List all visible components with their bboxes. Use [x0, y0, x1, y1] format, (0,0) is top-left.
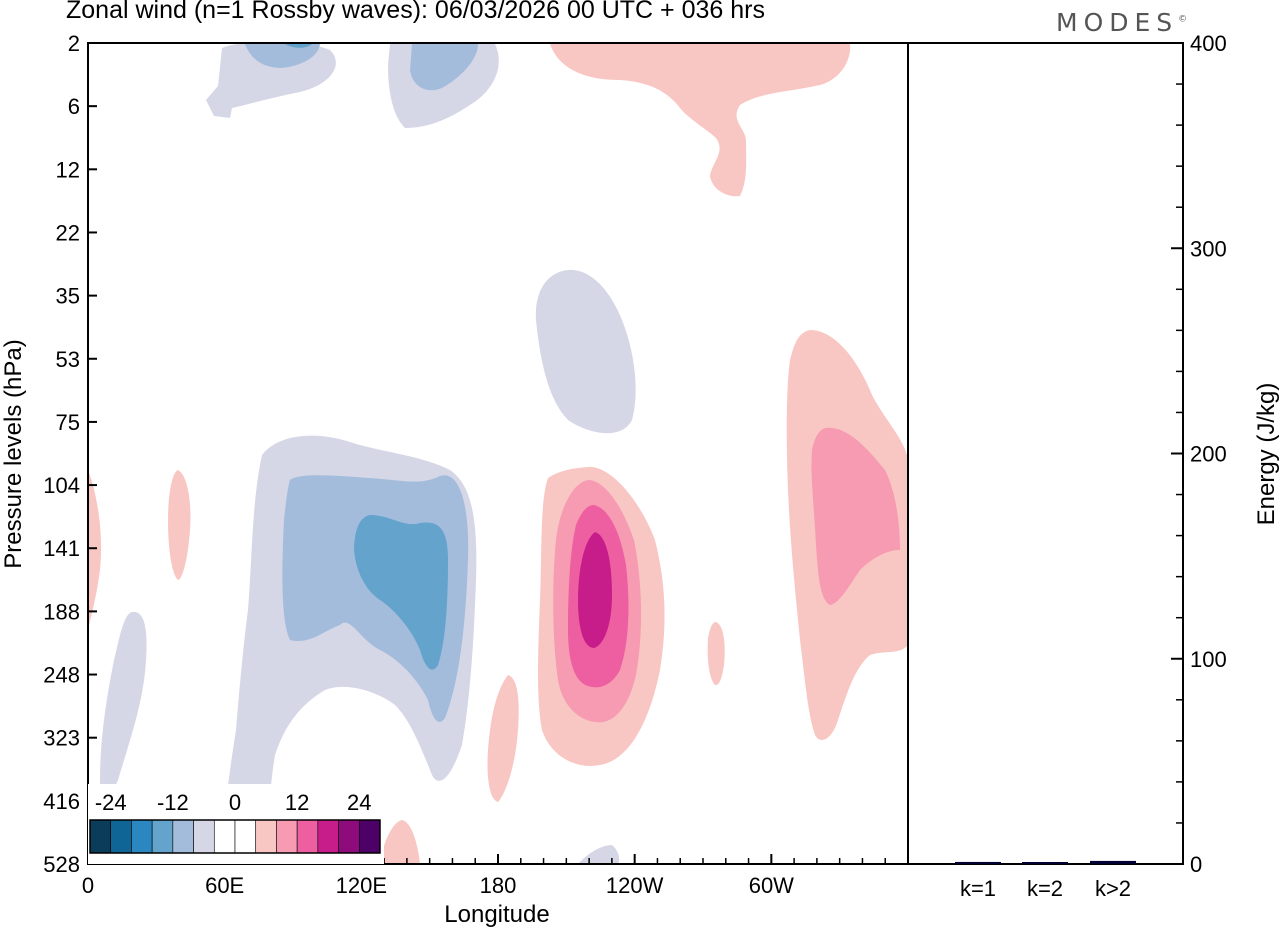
pressure-tick-label: 75 — [56, 410, 80, 435]
contour-negative-bottom — [578, 845, 620, 864]
pressure-tick-label: 6 — [68, 94, 80, 119]
longitude-tick-label: 180 — [480, 873, 517, 898]
pressure-tick-label: 323 — [43, 726, 80, 751]
colorbar-cell — [296, 819, 319, 854]
colorbar-cell — [193, 819, 215, 854]
colorbar-cell — [234, 819, 257, 854]
pressure-tick-label: 22 — [56, 220, 80, 245]
longitude-tick-label: 120W — [606, 873, 664, 898]
contour-field — [88, 43, 908, 864]
energy-axis-title: Energy (J/kg) — [1253, 383, 1280, 526]
colorbar-cell — [255, 819, 277, 854]
longitude-tick-label: 60E — [205, 873, 244, 898]
colorbar-cell — [338, 819, 360, 854]
brand-text: MODES — [1056, 8, 1179, 37]
colorbar-cell — [358, 819, 381, 854]
energy-bars — [955, 860, 1136, 864]
colorbar-ticks: -24 -12 0 12 24 — [95, 790, 372, 815]
colorbar-cell — [131, 819, 153, 854]
pressure-tick-label: 248 — [43, 663, 80, 688]
contour-negative-mid — [535, 269, 636, 434]
contour-positive-bottom — [380, 820, 420, 864]
energy-bar — [955, 861, 1001, 864]
pressure-tick-label: 141 — [43, 536, 80, 561]
contour-positive-right-inner — [811, 427, 900, 605]
colorbar-cell — [276, 819, 298, 854]
colorbar-tick-label: 24 — [347, 790, 371, 815]
wavenumber-label: k>2 — [1095, 876, 1131, 901]
x-axis-title: Longitude — [444, 901, 549, 928]
wavenumber-label: k=1 — [960, 876, 996, 901]
contour-negative-top-left-core — [285, 44, 312, 48]
longitude-tick-label: 0 — [82, 873, 94, 898]
pressure-tick-label: 104 — [43, 473, 80, 498]
modes-logo: MODES© — [1056, 8, 1187, 37]
pressure-axis: 2 6 12 22 35 53 75 104 141 188 248 323 416 528 — [43, 31, 97, 877]
longitude-axis: 0 60E 120E 180 120W 60W — [82, 854, 909, 898]
wavenumber-axis: k=1 k=2 k>2 — [960, 876, 1131, 901]
pressure-tick-label: 53 — [56, 347, 80, 372]
pressure-tick-label: 528 — [43, 852, 80, 877]
contour-negative-main-core — [354, 515, 448, 670]
colorbar-cell — [89, 819, 112, 854]
energy-bar — [1090, 860, 1136, 864]
pressure-tick-label: 2 — [68, 31, 80, 56]
pressure-tick-label: 35 — [56, 284, 80, 309]
brand-copyright-mark: © — [1178, 14, 1188, 25]
colorbar: -24 -12 0 12 24 — [88, 784, 384, 864]
colorbar-cell — [317, 819, 339, 854]
energy-axis: 0 100 200 300 400 — [1171, 31, 1227, 877]
contour-positive-small-60w — [707, 622, 725, 686]
contour-positive-main-core — [578, 532, 612, 648]
energy-bar — [1022, 862, 1068, 864]
contour-positive-small-40e — [168, 470, 191, 580]
y-axis-title: Pressure levels (hPa) — [0, 339, 27, 568]
colorbar-tick-label: -24 — [95, 790, 127, 815]
colorbar-tick-label: -12 — [157, 790, 189, 815]
colorbar-cell — [213, 819, 236, 854]
energy-tick-label: 0 — [1190, 852, 1202, 877]
colorbar-tick-label: 0 — [229, 790, 241, 815]
energy-panel-frame — [907, 42, 1184, 865]
energy-tick-label: 300 — [1190, 236, 1227, 261]
pressure-tick-label: 12 — [56, 157, 80, 182]
contour-negative-top-left-inner — [245, 44, 320, 68]
pressure-tick-label: 188 — [43, 599, 80, 624]
pressure-tick-label: 416 — [43, 789, 80, 814]
longitude-tick-label: 60W — [749, 873, 794, 898]
contour-negative-left — [100, 611, 147, 795]
colorbar-cell — [151, 819, 174, 854]
wavenumber-label: k=2 — [1027, 876, 1063, 901]
energy-tick-label: 100 — [1190, 647, 1227, 672]
contour-negative-top-mid-inner — [410, 44, 478, 91]
colorbar-cells — [89, 819, 381, 854]
colorbar-cell — [172, 819, 194, 854]
colorbar-border — [89, 819, 381, 854]
longitude-tick-label: 120E — [336, 873, 387, 898]
energy-tick-label: 200 — [1190, 442, 1227, 467]
chart-title: Zonal wind (n=1 Rossby waves): 06/03/202… — [66, 0, 765, 24]
contour-positive-left-edge — [88, 470, 102, 630]
colorbar-tick-label: 12 — [285, 790, 309, 815]
energy-tick-label: 400 — [1190, 31, 1227, 56]
contour-positive-small-180 — [487, 675, 519, 802]
contour-positive-top — [550, 44, 851, 197]
colorbar-cell — [110, 819, 132, 854]
